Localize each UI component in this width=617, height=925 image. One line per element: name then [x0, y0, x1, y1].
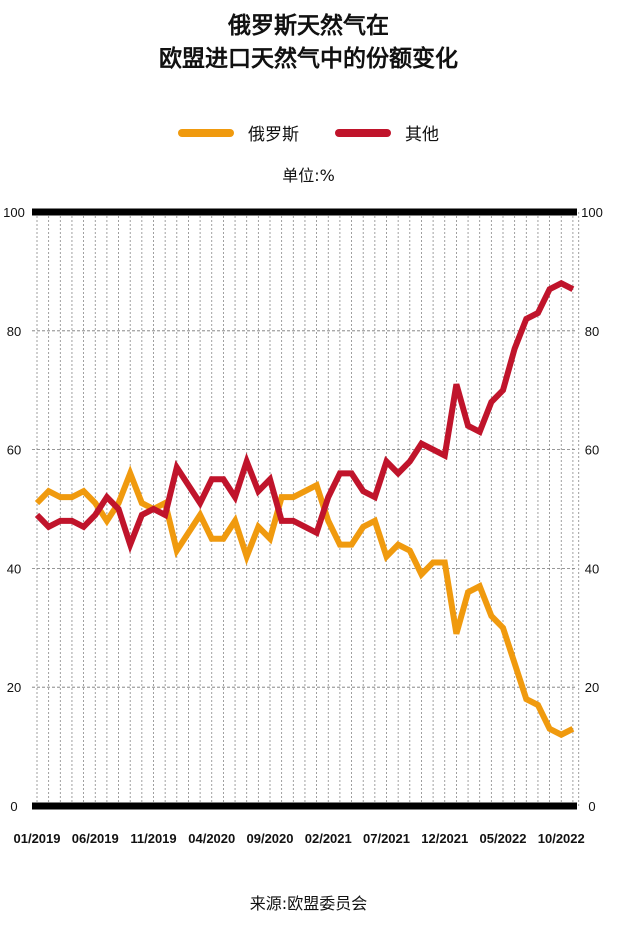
title-line-1: 俄罗斯天然气在: [228, 13, 389, 39]
y-tick-right: 0: [588, 799, 595, 814]
legend-item-other: 其他: [335, 120, 439, 145]
x-tick-label: 02/2021: [305, 831, 352, 846]
y-tick-left: 40: [7, 561, 21, 576]
y-tick-left: 20: [7, 680, 21, 695]
y-tick-left: 0: [10, 799, 17, 814]
x-tick-label: 11/2019: [130, 831, 176, 846]
legend-label-other: 其他: [405, 125, 439, 145]
x-tick-label: 09/2020: [247, 831, 294, 846]
x-tick-label: 01/2019: [14, 831, 61, 846]
x-tick-label: 05/2022: [480, 831, 527, 846]
x-tick-label: 10/2022: [538, 831, 585, 846]
legend-swatch-other: [335, 128, 391, 137]
y-tick-right: 40: [585, 561, 599, 576]
source-label: 来源:欧盟委员会: [249, 894, 368, 913]
title-line-2: 欧盟进口天然气中的份额变化: [159, 46, 458, 72]
y-tick-right: 20: [585, 680, 599, 695]
y-tick-right: 100: [581, 205, 603, 220]
legend-item-russia: 俄罗斯: [178, 120, 299, 145]
y-tick-right: 80: [585, 324, 599, 339]
x-tick-label: 06/2019: [72, 831, 119, 846]
legend-swatch-russia: [178, 128, 234, 137]
y-tick-left: 100: [3, 205, 25, 220]
x-tick-label: 04/2020: [188, 831, 235, 846]
legend: 俄罗斯 其他: [0, 120, 617, 145]
chart-title: 俄罗斯天然气在 欧盟进口天然气中的份额变化: [0, 10, 617, 76]
line-chart: 0 0 20 20 40 40 60 60 80 80 100 100 01/2019 06/2019 11…: [3, 205, 603, 846]
x-tick-label: 07/2021: [363, 831, 410, 846]
y-tick-left: 80: [7, 324, 21, 339]
y-tick-right: 60: [585, 443, 599, 458]
unit-label: 单位:%: [282, 166, 335, 185]
legend-label-russia: 俄罗斯: [248, 125, 299, 145]
y-tick-left: 60: [7, 443, 21, 458]
x-tick-label: 12/2021: [421, 831, 468, 846]
